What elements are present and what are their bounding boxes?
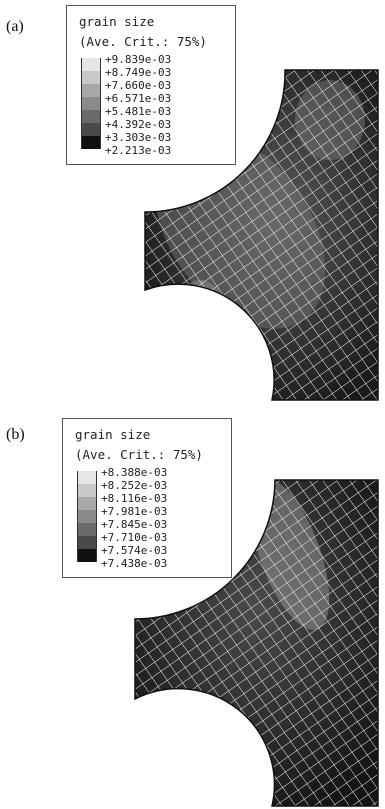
legend-value: +2.213e-03	[105, 144, 172, 157]
legend: grain size (Ave. Crit.: 75%) +9.839e-03 …	[66, 5, 236, 165]
color-swatch	[82, 136, 100, 149]
color-swatch	[82, 110, 100, 123]
legend-title: grain size	[79, 14, 155, 29]
legend-value: +5.481e-03	[105, 105, 172, 118]
color-swatch	[78, 536, 96, 549]
legend-value: +7.981e-03	[101, 505, 168, 518]
color-swatch	[82, 58, 100, 71]
panel-label: (b)	[6, 426, 25, 443]
legend-value: +6.571e-03	[105, 92, 172, 105]
legend: grain size (Ave. Crit.: 75%) +8.388e-03 …	[62, 418, 232, 578]
legend-value: +8.252e-03	[101, 479, 168, 492]
legend-subtitle: (Ave. Crit.: 75%)	[79, 34, 207, 49]
color-swatch	[78, 523, 96, 536]
figure-panel-b: (b) grain size (Ave. Crit.: 75%)	[0, 404, 385, 808]
color-swatch	[78, 510, 96, 523]
legend-value: +8.749e-03	[105, 66, 172, 79]
color-swatch	[78, 471, 96, 484]
legend-value: +7.710e-03	[101, 531, 168, 544]
color-scale	[77, 471, 97, 562]
panel-label: (a)	[6, 18, 24, 35]
legend-subtitle: (Ave. Crit.: 75%)	[75, 447, 203, 462]
legend-value: +7.438e-03	[101, 557, 168, 570]
legend-value: +3.303e-03	[105, 131, 172, 144]
legend-value: +7.660e-03	[105, 79, 172, 92]
color-swatch	[78, 549, 96, 562]
legend-value: +7.574e-03	[101, 544, 168, 557]
color-swatch	[82, 84, 100, 97]
color-swatch	[82, 97, 100, 110]
figure-panel-a: (a) grain size (Ave. Crit.: 75%)	[0, 0, 385, 404]
legend-value: +8.388e-03	[101, 466, 168, 479]
color-swatch	[78, 497, 96, 510]
legend-value: +4.392e-03	[105, 118, 172, 131]
color-scale	[81, 58, 101, 149]
legend-title: grain size	[75, 427, 151, 442]
legend-value: +9.839e-03	[105, 53, 172, 66]
color-swatch	[82, 71, 100, 84]
color-swatch	[82, 123, 100, 136]
color-swatch	[78, 484, 96, 497]
legend-value: +8.116e-03	[101, 492, 168, 505]
legend-value: +7.845e-03	[101, 518, 168, 531]
